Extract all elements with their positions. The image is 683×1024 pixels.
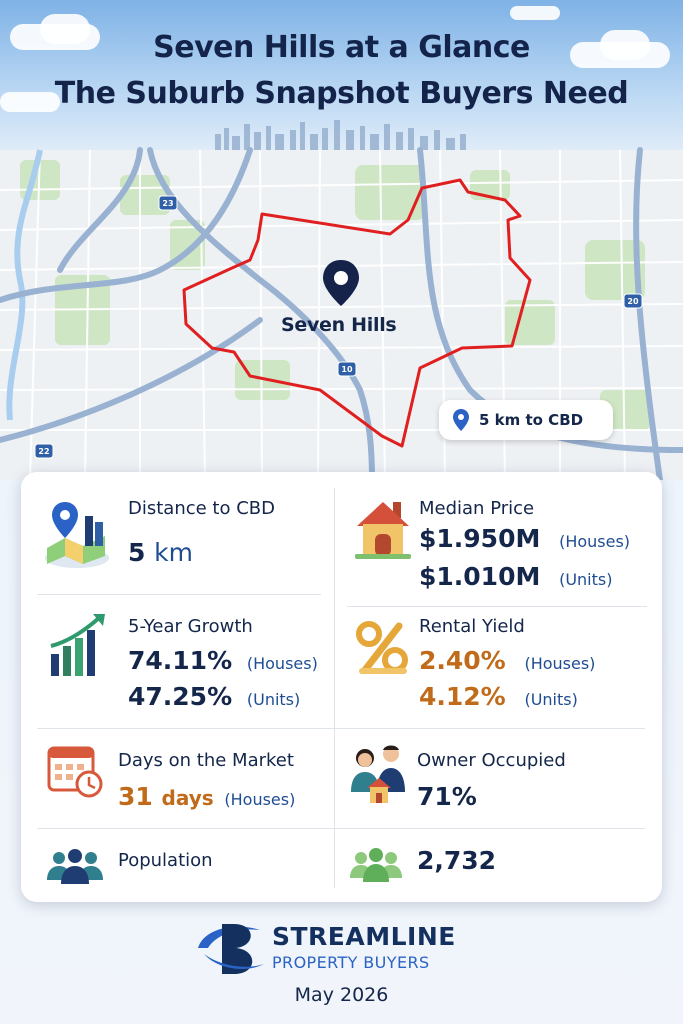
calendar-clock-icon [47, 746, 103, 798]
owner-occupied-label: Owner Occupied [417, 750, 566, 771]
rental-yield-label: Rental Yield [419, 616, 525, 637]
page-title: Seven Hills at a Glance [153, 30, 530, 65]
location-pin-icon [453, 409, 469, 431]
house-icon [355, 502, 411, 559]
city-map-icon [45, 502, 109, 568]
brand-name: STREAMLINE [272, 922, 456, 951]
owner-occupied-value: 71% [417, 782, 477, 811]
map-pin-icon [323, 260, 359, 306]
median-price-houses: $1.950M (Houses) [419, 524, 631, 553]
growth-units: 47.25% (Units) [128, 682, 301, 711]
road-shield-20: 20 [627, 297, 639, 306]
people-group-icon [350, 848, 402, 882]
rental-yield-units: 4.12% (Units) [419, 682, 578, 711]
page-subtitle: The Suburb Snapshot Buyers Need [54, 76, 629, 111]
suburb-boundary [182, 178, 532, 448]
percent-icon [356, 621, 408, 674]
distance-label: Distance to CBD [128, 498, 275, 519]
days-on-market-value: 31 days (Houses) [118, 782, 296, 811]
population-value: 2,732 [417, 846, 497, 875]
growth-chart-icon [50, 614, 105, 676]
people-group-icon [47, 849, 103, 884]
report-date: May 2026 [294, 984, 389, 1006]
days-on-market-label: Days on the Market [118, 750, 294, 771]
road-shield-23: 23 [162, 199, 173, 208]
growth-houses: 74.11% (Houses) [128, 646, 318, 675]
road-shield-10: 10 [341, 365, 353, 374]
owners-house-icon [351, 745, 405, 803]
brand-tagline: PROPERTY BUYERS [272, 953, 430, 972]
sky-background [0, 0, 683, 160]
median-price-units: $1.010M (Units) [419, 562, 613, 591]
population-label: Population [118, 850, 213, 871]
median-price-label: Median Price [419, 498, 535, 519]
stats-card: Distance to CBD 5 km Median Price $1.950… [21, 472, 662, 902]
road-shield-22: 22 [38, 447, 49, 456]
rental-yield-houses: 2.40% (Houses) [419, 646, 596, 675]
cbd-distance-chip: 5 km to CBD [439, 400, 613, 440]
distance-value: 5 km [128, 538, 193, 567]
suburb-label: Seven Hills [281, 314, 397, 336]
streamline-logo-icon [198, 924, 264, 974]
cbd-chip-text: 5 km to CBD [479, 411, 584, 429]
growth-label: 5-Year Growth [128, 616, 253, 637]
